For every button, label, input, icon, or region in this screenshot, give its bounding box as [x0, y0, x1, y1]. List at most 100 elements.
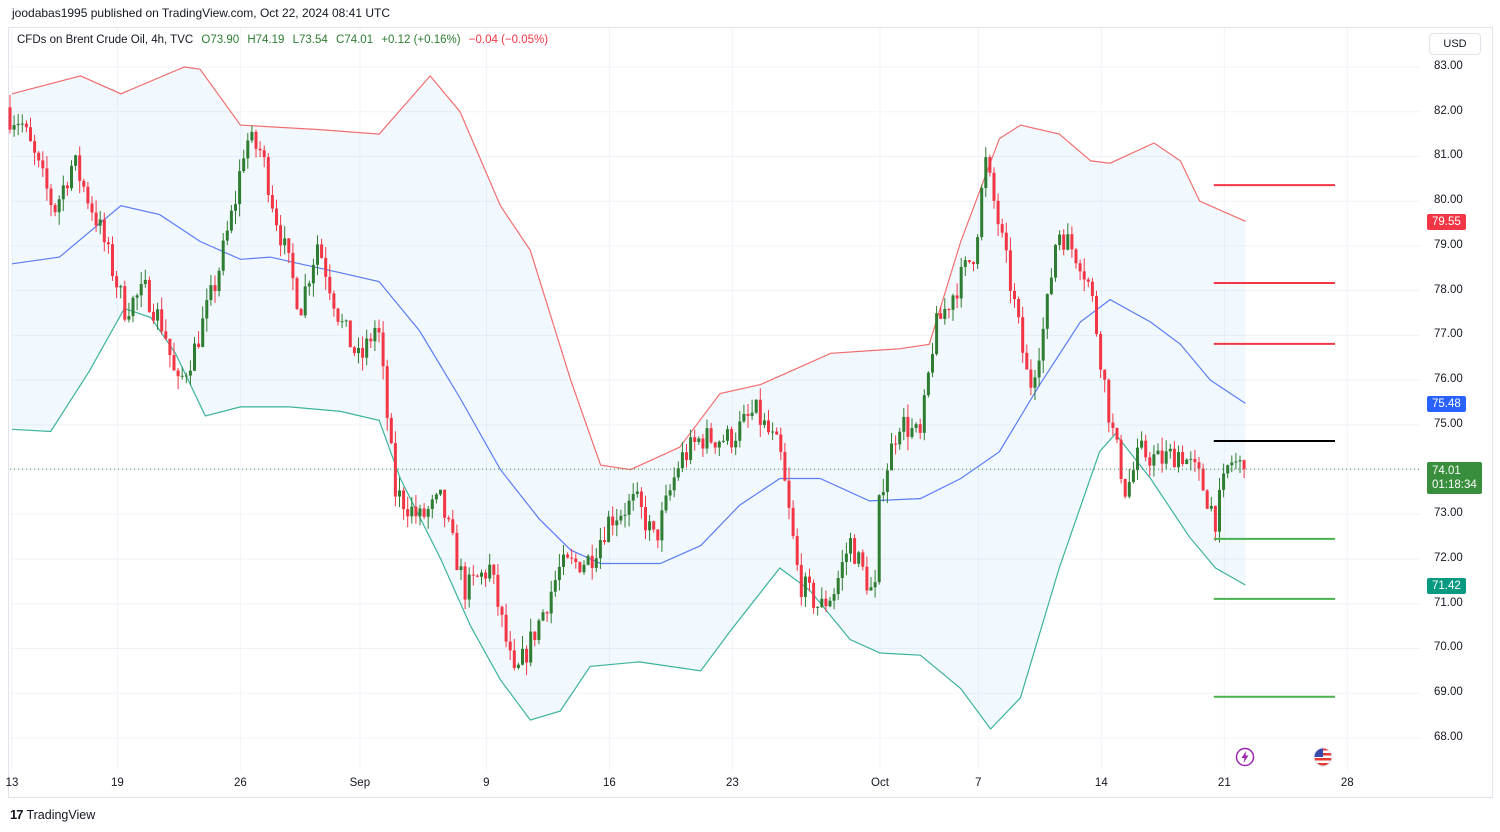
candle-body — [430, 499, 434, 510]
candle — [262, 145, 266, 168]
candle — [1123, 478, 1127, 499]
candle-body — [1062, 234, 1066, 250]
candle-body — [98, 219, 102, 226]
price-tick: 77.00 — [1434, 328, 1463, 341]
candle — [303, 273, 307, 318]
candle — [402, 487, 406, 520]
price-tick: 72.00 — [1434, 552, 1463, 565]
candle — [361, 336, 365, 371]
candle-body — [65, 185, 69, 189]
candle — [598, 527, 602, 569]
candle-body — [619, 515, 623, 521]
candle-body — [1013, 290, 1016, 300]
candle — [426, 505, 430, 529]
candle-body — [680, 452, 684, 469]
currency-button[interactable]: USD — [1429, 33, 1481, 55]
candle — [812, 579, 816, 614]
candle-body — [184, 375, 188, 377]
candle — [1054, 243, 1057, 282]
candle-body — [931, 354, 934, 373]
candle — [1095, 290, 1098, 337]
candle — [639, 487, 643, 519]
candle-body — [877, 495, 881, 583]
candle — [832, 588, 836, 610]
candle — [123, 280, 127, 322]
candle-body — [717, 441, 721, 448]
candle-body — [434, 494, 438, 500]
candle-body — [652, 521, 656, 530]
candle-body — [238, 171, 242, 205]
candle — [1164, 440, 1168, 470]
candle — [500, 605, 504, 628]
candle-body — [496, 574, 500, 607]
candle-body — [521, 648, 524, 665]
candle — [656, 529, 660, 549]
candle — [348, 320, 352, 348]
candle — [229, 205, 233, 234]
candle-body — [139, 284, 143, 296]
candle — [1222, 463, 1226, 498]
candle — [1148, 451, 1152, 477]
candle — [1209, 496, 1213, 512]
candle-body — [1181, 452, 1185, 464]
horizontal-levels — [1213, 184, 1336, 698]
tradingview-logo[interactable]: 17 TradingView — [10, 807, 95, 822]
candle — [603, 526, 606, 545]
candle-body — [336, 308, 340, 322]
candle-body — [275, 208, 278, 226]
candle — [738, 410, 742, 448]
candle — [180, 366, 184, 380]
candle — [967, 260, 971, 264]
candle-body — [213, 285, 217, 292]
candle — [1074, 247, 1078, 269]
candle-body — [373, 327, 377, 342]
price-chart[interactable] — [0, 0, 1500, 800]
candle — [471, 565, 475, 586]
candle — [685, 444, 688, 468]
candle — [553, 570, 557, 597]
candle-body — [57, 199, 61, 213]
candle-body — [1029, 369, 1033, 388]
logo-text: TradingView — [26, 807, 96, 822]
us-flag-icon[interactable] — [1313, 747, 1333, 767]
candle-body — [660, 510, 664, 541]
candle — [557, 553, 561, 591]
candle — [918, 418, 922, 440]
candle — [1070, 226, 1074, 258]
candle-body — [849, 538, 852, 554]
candle — [701, 433, 705, 458]
candle — [467, 567, 471, 608]
candle-body — [205, 300, 209, 319]
candle-body — [414, 506, 418, 517]
candle — [1234, 452, 1238, 470]
candle — [1193, 449, 1197, 473]
time-tick: 16 — [602, 777, 616, 789]
candle — [414, 494, 418, 524]
candle-body — [352, 347, 356, 354]
candle — [250, 125, 254, 143]
candle — [795, 528, 799, 571]
candle-body — [1099, 334, 1103, 370]
candle — [549, 580, 553, 624]
candle — [1131, 461, 1135, 484]
candle — [1185, 458, 1189, 465]
candle-body — [783, 452, 787, 481]
candle-body — [328, 276, 332, 294]
lightning-icon[interactable] — [1235, 747, 1255, 767]
candle-body — [1148, 457, 1152, 466]
candle — [480, 569, 483, 585]
grid — [10, 28, 1420, 770]
candle-body — [615, 520, 619, 526]
candle-body — [385, 366, 389, 418]
price-tick: 76.00 — [1434, 373, 1463, 386]
candle — [885, 463, 889, 504]
candle-body — [455, 532, 459, 571]
candle — [1107, 378, 1111, 433]
symbol-legend: CFDs on Brent Crude Oil, 4h, TVC O73.90 … — [17, 34, 553, 46]
candle — [787, 467, 791, 520]
candle-body — [447, 517, 451, 520]
candle-body — [1119, 439, 1123, 480]
candle-body — [102, 219, 106, 243]
candle-body — [1242, 460, 1246, 470]
candle-body — [627, 500, 631, 515]
